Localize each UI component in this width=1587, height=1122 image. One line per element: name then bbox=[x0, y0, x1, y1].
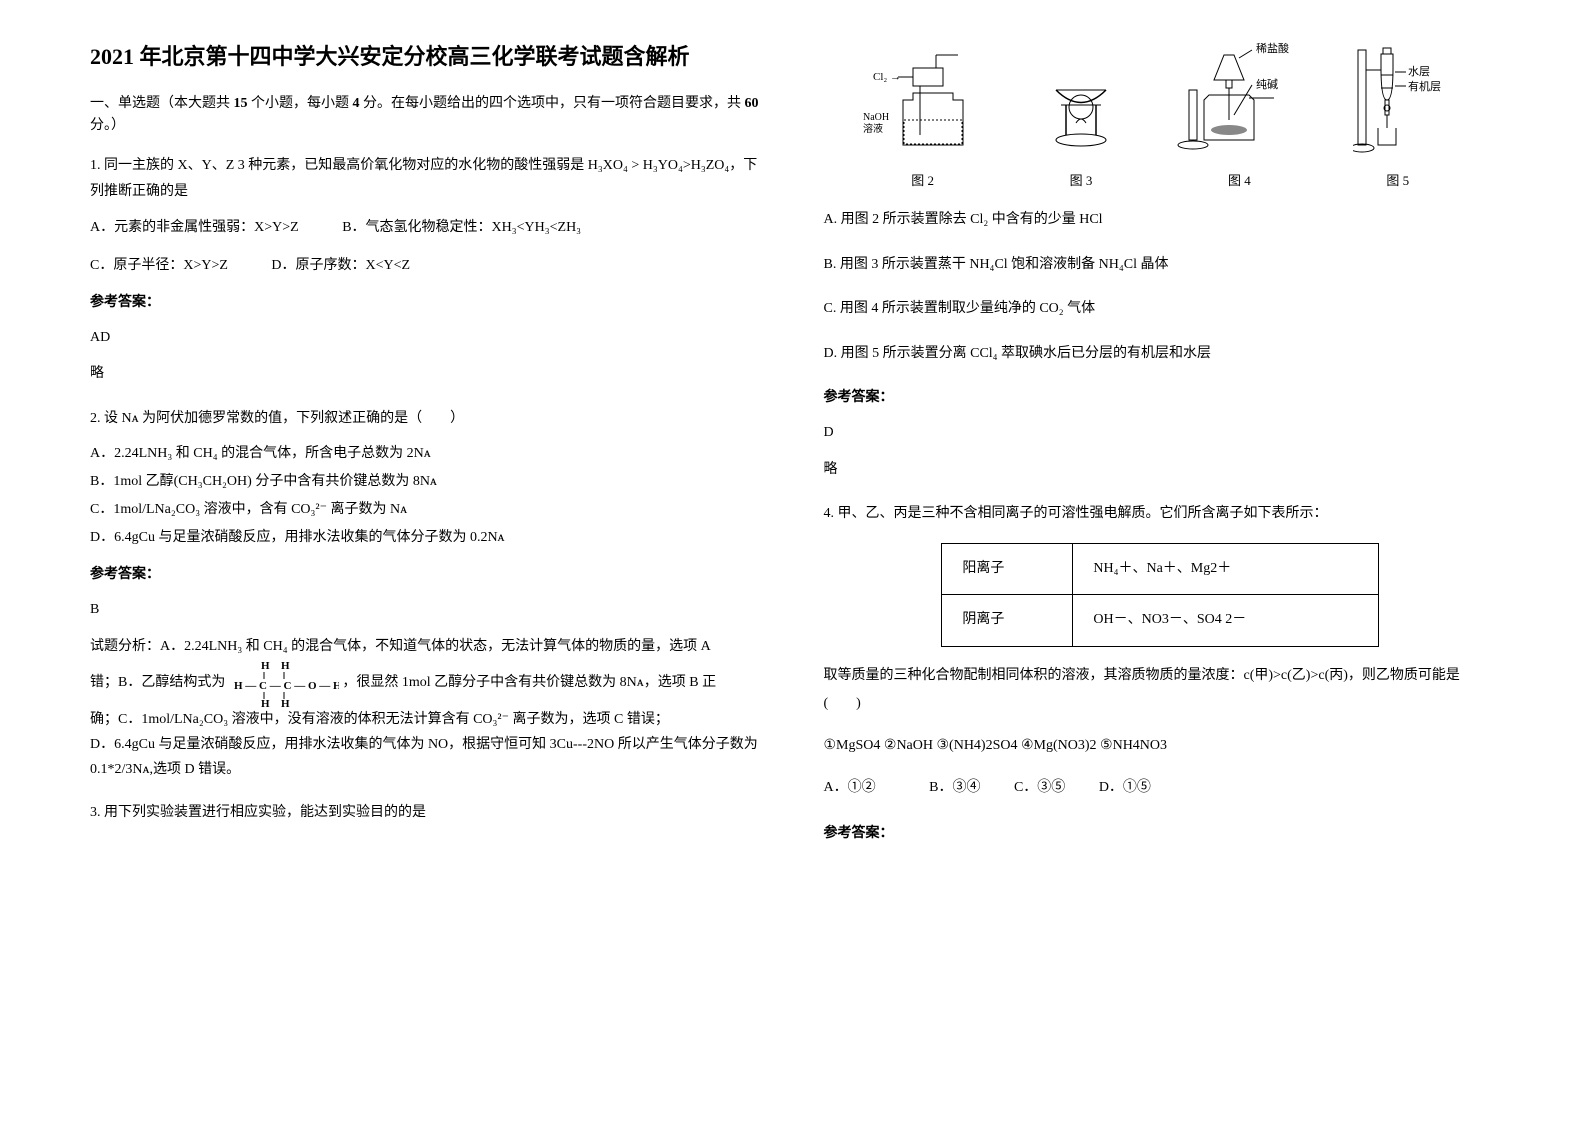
q2-answer-label: 参考答案： bbox=[90, 562, 764, 589]
q4-option-a: A．①② bbox=[824, 780, 876, 795]
cation-content: NH₄＋、Na＋、Mg2＋ bbox=[1073, 543, 1379, 595]
fig5-label: 图 5 bbox=[1386, 170, 1409, 189]
q2-options: A．2.24LNH₃ 和 CH₄ 的混合气体，所含电子总数为 2Nᴀ B．1mo… bbox=[90, 440, 764, 552]
svg-text:H: H bbox=[261, 660, 270, 672]
gas-washing-bottle-icon: Cl₂ → NaOH 溶液 bbox=[858, 50, 988, 160]
figure-3 bbox=[1036, 50, 1126, 160]
evaporation-dish-icon bbox=[1036, 50, 1126, 160]
q2-answer: B bbox=[90, 597, 764, 624]
q2-text: 2. 设 Nᴀ 为阿伏加德罗常数的值，下列叙述正确的是（ ） bbox=[90, 406, 764, 433]
figure-2: Cl₂ → NaOH 溶液 bbox=[858, 50, 988, 160]
q3-figures: Cl₂ → NaOH 溶液 bbox=[824, 40, 1498, 160]
anion-label: 阴离子 bbox=[942, 595, 1073, 647]
q3-option-a: A. 用图 2 所示装置除去 Cl₂ 中含有的少量 HCl bbox=[824, 207, 1498, 234]
q1-option-d: D．原子序数：X<Y<Z bbox=[271, 258, 410, 273]
q2-option-c: C．1mol/LNa₂CO₃ 溶液中，含有 CO₃²⁻ 离子数为 Nᴀ bbox=[90, 496, 764, 524]
q2-option-d: D．6.4gCu 与足量浓硝酸反应，用排水法收集的气体分子数为 0.2Nᴀ bbox=[90, 524, 764, 552]
svg-text:H: H bbox=[261, 698, 270, 707]
q2-option-a: A．2.24LNH₃ 和 CH₄ 的混合气体，所含电子总数为 2Nᴀ bbox=[90, 440, 764, 468]
svg-text:NaOH: NaOH bbox=[863, 112, 889, 123]
fig3-label: 图 3 bbox=[1070, 170, 1093, 189]
figure-5: 水层 有机层 bbox=[1353, 40, 1463, 160]
cation-label: 阳离子 bbox=[942, 543, 1073, 595]
q1-answer: AD bbox=[90, 325, 764, 352]
q1-extra: 略 bbox=[90, 361, 764, 388]
q2-option-b: B．1mol 乙醇(CH₃CH₂OH) 分子中含有共价键总数为 8Nᴀ bbox=[90, 468, 764, 496]
left-column: 2021 年北京第十四中学大兴安定分校高三化学联考试题含解析 一、单选题（本大题… bbox=[60, 40, 794, 1082]
q1-option-c: C．原子半径：X>Y>Z bbox=[90, 258, 228, 273]
q4-option-d: D．①⑤ bbox=[1099, 780, 1151, 795]
svg-text:纯碱: 纯碱 bbox=[1256, 78, 1278, 91]
q2-analysis: 试题分析：A．2.24LNH₃ 和 CH₄ 的混合气体，不知道气体的状态，无法计… bbox=[90, 634, 764, 783]
section-description: 一、单选题（本大题共 15 个小题，每小题 4 分。在每小题给出的四个选项中，只… bbox=[90, 93, 764, 138]
svg-text:水层: 水层 bbox=[1408, 65, 1430, 78]
q3-extra: 略 bbox=[824, 457, 1498, 484]
right-column: Cl₂ → NaOH 溶液 bbox=[794, 40, 1528, 1082]
q3-text: 3. 用下列实验装置进行相应实验，能达到实验目的的是 bbox=[90, 800, 764, 827]
q2-analysis-b-line: 错；B．乙醇结构式为 H H H — C — C — O — H H H ，很显… bbox=[90, 659, 764, 707]
q2-analysis-d: D．6.4gCu 与足量浓硝酸反应，用排水法收集的气体为 NO，根据守恒可知 3… bbox=[90, 732, 764, 782]
q4-option-b: B．③④ bbox=[929, 780, 980, 795]
q4-options: A．①② B．③④ C．③⑤ D．①⑤ bbox=[824, 775, 1498, 802]
q1-text: 1. 同一主族的 X、Y、Z 3 种元素，已知最高价氧化物对应的水化物的酸性强弱… bbox=[90, 153, 764, 206]
svg-text:H — C — C — O — H: H — C — C — O — H bbox=[234, 680, 339, 692]
fig4-label: 图 4 bbox=[1228, 170, 1251, 189]
q3-option-c: C. 用图 4 所示装置制取少量纯净的 CO₂ 气体 bbox=[824, 296, 1498, 323]
fig2-label: 图 2 bbox=[911, 170, 934, 189]
separating-funnel-icon: 水层 有机层 bbox=[1353, 40, 1463, 160]
q4-answer-label: 参考答案： bbox=[824, 821, 1498, 848]
q2-analysis-a: 试题分析：A．2.24LNH₃ 和 CH₄ 的混合气体，不知道气体的状态，无法计… bbox=[90, 634, 764, 659]
ion-table: 阳离子 NH₄＋、Na＋、Mg2＋ 阴离子 OH－、NO3－、SO4 2－ bbox=[941, 543, 1379, 647]
figure-labels: 图 2 图 3 图 4 图 5 bbox=[824, 170, 1498, 189]
svg-text:Cl₂ →: Cl₂ → bbox=[873, 71, 901, 83]
q3-answer-label: 参考答案： bbox=[824, 385, 1498, 412]
svg-text:溶液: 溶液 bbox=[863, 122, 883, 135]
gas-generator-icon: 稀盐酸 纯碱 bbox=[1174, 40, 1304, 160]
anion-content: OH－、NO3－、SO4 2－ bbox=[1073, 595, 1379, 647]
table-row: 阴离子 OH－、NO3－、SO4 2－ bbox=[942, 595, 1379, 647]
q3-answer: D bbox=[824, 420, 1498, 447]
svg-text:稀盐酸: 稀盐酸 bbox=[1256, 41, 1289, 55]
question-2: 2. 设 Nᴀ 为阿伏加德罗常数的值，下列叙述正确的是（ ） A．2.24LNH… bbox=[90, 406, 764, 783]
q4-formulas: ①MgSO4 ②NaOH ③(NH4)2SO4 ④Mg(NO3)2 ⑤NH4NO… bbox=[824, 733, 1498, 760]
question-1: 1. 同一主族的 X、Y、Z 3 种元素，已知最高价氧化物对应的水化物的酸性强弱… bbox=[90, 153, 764, 388]
svg-text:有机层: 有机层 bbox=[1408, 79, 1441, 93]
q1-option-a: A．元素的非金属性强弱：X>Y>Z bbox=[90, 220, 299, 235]
ethanol-structure-icon: H H H — C — C — O — H H H bbox=[229, 659, 339, 707]
q3-option-b: B. 用图 3 所示装置蒸干 NH₄Cl 饱和溶液制备 NH₄Cl 晶体 bbox=[824, 252, 1498, 279]
question-3-stem: 3. 用下列实验装置进行相应实验，能达到实验目的的是 bbox=[90, 800, 764, 827]
q4-option-c: C．③⑤ bbox=[1014, 780, 1065, 795]
q1-option-b: B．气态氢化物稳定性：XH₃<YH₃<ZH₃ bbox=[342, 220, 581, 235]
svg-text:H: H bbox=[281, 660, 290, 672]
question-4: 4. 甲、乙、丙是三种不含相同离子的可溶性强电解质。它们所含离子如下表所示： 阳… bbox=[824, 501, 1498, 848]
question-3-options: A. 用图 2 所示装置除去 Cl₂ 中含有的少量 HCl B. 用图 3 所示… bbox=[824, 207, 1498, 483]
page-title: 2021 年北京第十四中学大兴安定分校高三化学联考试题含解析 bbox=[90, 40, 764, 73]
q1-options: A．元素的非金属性强弱：X>Y>Z B．气态氢化物稳定性：XH₃<YH₃<ZH₃… bbox=[90, 214, 764, 280]
figure-4: 稀盐酸 纯碱 bbox=[1174, 40, 1304, 160]
q1-answer-label: 参考答案： bbox=[90, 290, 764, 317]
q2-analysis-c: 确；C．1mol/LNa₂CO₃ 溶液中，没有溶液的体积无法计算含有 CO₃²⁻… bbox=[90, 707, 764, 732]
svg-text:H: H bbox=[281, 698, 290, 707]
q4-text2: 取等质量的三种化合物配制相同体积的溶液，其溶质物质的量浓度：c(甲)>c(乙)>… bbox=[824, 662, 1498, 718]
table-row: 阳离子 NH₄＋、Na＋、Mg2＋ bbox=[942, 543, 1379, 595]
q4-text: 4. 甲、乙、丙是三种不含相同离子的可溶性强电解质。它们所含离子如下表所示： bbox=[824, 501, 1498, 528]
q3-option-d: D. 用图 5 所示装置分离 CCl₄ 萃取碘水后已分层的有机层和水层 bbox=[824, 341, 1498, 368]
